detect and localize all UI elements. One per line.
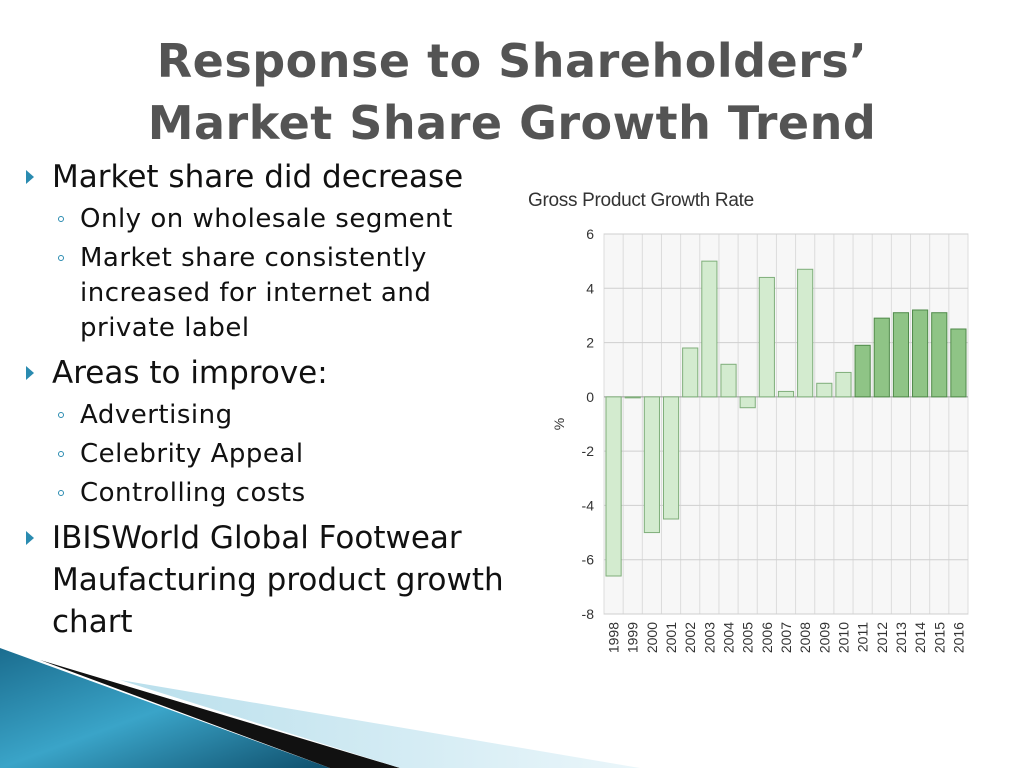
sub-bullet-text: Advertising: [80, 400, 233, 430]
y-tick-label: 0: [586, 389, 594, 405]
bar: [873, 317, 890, 398]
bullet-arrow-icon: [26, 366, 34, 380]
bullet-text: IBISWorld Global Footwear Maufacturing p…: [52, 520, 504, 640]
x-tick-label: 2011: [855, 622, 871, 652]
bar: [950, 328, 967, 398]
sub-bullet-item: Only on wholesale segment: [20, 202, 520, 237]
sub-bullet-circle-icon: [58, 412, 64, 418]
y-tick-label: -8: [582, 606, 595, 622]
bar: [892, 312, 910, 398]
x-tick-label: 2006: [759, 622, 775, 653]
bar: [605, 396, 622, 577]
sub-bullet-item: Celebrity Appeal: [20, 437, 520, 472]
x-tick-label: 2008: [797, 622, 813, 653]
sub-bullet-item: Advertising: [20, 398, 520, 433]
sub-bullet-text: Market share consistently increased for …: [80, 243, 432, 343]
x-tick-label: 1999: [625, 622, 641, 653]
x-tick-label: 2012: [874, 622, 890, 653]
deco-blue-wedge: [0, 648, 330, 768]
bullet-text: Areas to improve:: [52, 355, 328, 391]
x-tick-label: 2013: [893, 622, 909, 653]
x-tick-label: 2001: [663, 622, 679, 653]
bar: [797, 268, 814, 398]
y-tick-label: 6: [586, 226, 594, 242]
bar: [777, 390, 795, 398]
bar: [854, 344, 871, 398]
x-tick-label: 2007: [778, 622, 794, 653]
x-tick-label: 2003: [701, 622, 717, 653]
sub-bullet-circle-icon: [58, 216, 64, 222]
bar: [643, 396, 660, 534]
bullet-item: Areas to improve:: [20, 352, 520, 394]
bullet-item: Market share did decrease: [20, 156, 520, 198]
bar: [739, 396, 756, 409]
bar: [662, 396, 680, 520]
x-tick-label: 2002: [682, 622, 698, 653]
deco-black-stripe: [40, 660, 400, 768]
x-tick-label: 2015: [931, 622, 947, 653]
x-tick-label: 2010: [835, 622, 851, 653]
title-line-2: Market Share Growth Trend: [147, 96, 877, 150]
bar: [816, 382, 833, 398]
sub-bullet-circle-icon: [58, 490, 64, 496]
x-tick-label: 2016: [950, 622, 966, 653]
chart: Gross Product Growth Rate 6 4 2 0 -2 -4 -6 -8% 1…: [520, 182, 980, 682]
bullet-arrow-icon: [26, 170, 34, 184]
bar: [720, 363, 737, 398]
bar: [682, 347, 699, 398]
title-line-1: Response to Shareholders’: [156, 34, 868, 88]
sub-bullet-text: Controlling costs: [80, 478, 306, 508]
bar: [701, 260, 718, 398]
bar: [835, 371, 852, 398]
slide-title: Response to Shareholders’ Market Share G…: [0, 30, 1024, 154]
bar: [912, 309, 929, 398]
x-tick-label: 1998: [606, 622, 622, 653]
bar: [758, 276, 775, 398]
sub-bullet-text: Only on wholesale segment: [80, 204, 453, 234]
bullet-list: Market share did decrease Only on wholes…: [20, 156, 520, 643]
y-tick-label: -6: [582, 552, 595, 568]
bullet-item: IBISWorld Global Footwear Maufacturing p…: [20, 517, 520, 643]
y-axis-label: %: [551, 418, 567, 430]
y-tick-label: 4: [586, 280, 594, 296]
deco-light-stripe: [120, 680, 640, 768]
bar: [931, 312, 948, 398]
y-tick-label: -2: [582, 443, 595, 459]
sub-bullet-circle-icon: [58, 451, 64, 457]
x-tick-label: 2014: [912, 622, 928, 653]
sub-bullet-text: Celebrity Appeal: [80, 439, 304, 469]
y-tick-label: 2: [586, 335, 594, 351]
sub-bullet-item: Controlling costs: [20, 476, 520, 511]
x-tick-label: 2000: [644, 622, 660, 653]
bullet-arrow-icon: [26, 531, 34, 545]
bullet-text: Market share did decrease: [52, 159, 464, 195]
sub-bullet-item: Market share consistently increased for …: [20, 241, 520, 346]
x-tick-label: 2004: [721, 622, 737, 653]
chart-title: Gross Product Growth Rate: [528, 190, 754, 211]
bar: [624, 396, 641, 399]
x-tick-label: 2005: [740, 622, 756, 653]
y-tick-label: -4: [582, 497, 595, 513]
x-tick-label: 2009: [816, 622, 832, 653]
sub-bullet-circle-icon: [58, 255, 64, 261]
